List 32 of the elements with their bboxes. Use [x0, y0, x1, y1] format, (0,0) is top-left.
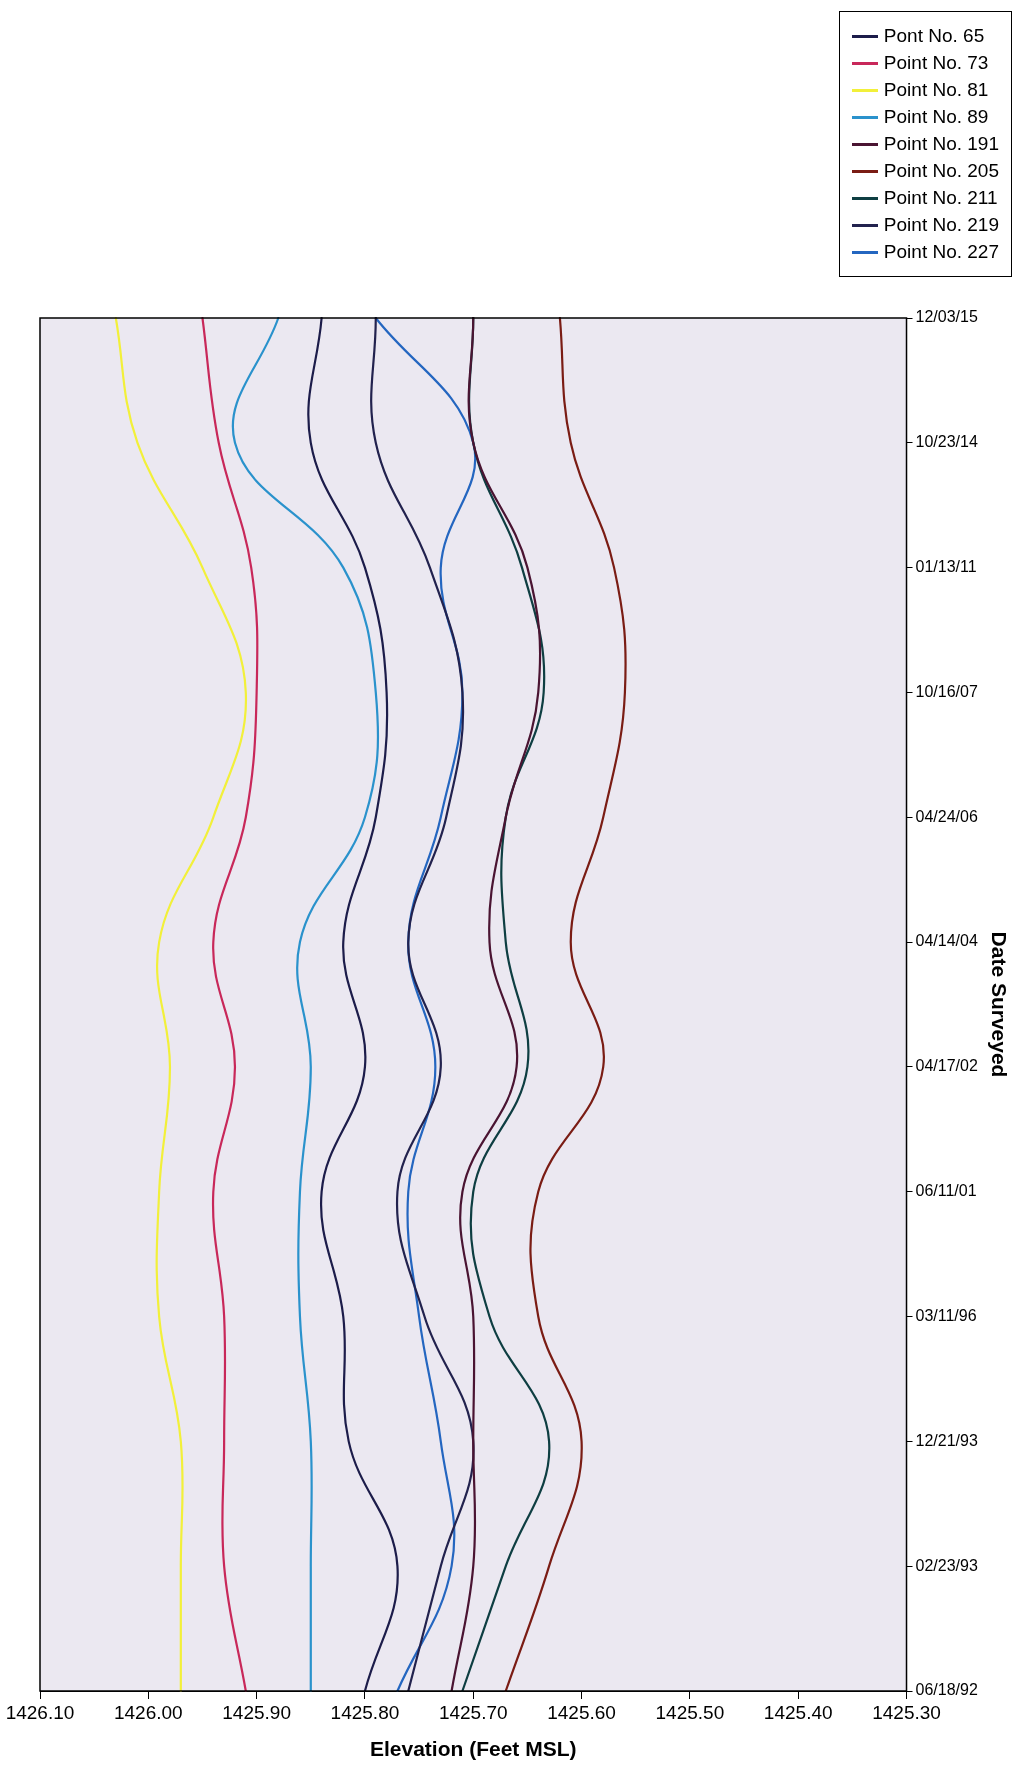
y-tick-label: 03/11/96 [915, 1306, 977, 1324]
y-tick-label: 04/14/04 [915, 932, 978, 950]
y-tick-label: 12/21/93 [915, 1431, 978, 1449]
legend-label: Point No. 205 [883, 160, 999, 182]
x-tick-label: 1426.00 [113, 1701, 183, 1723]
x-tick-label: 1425.30 [872, 1701, 941, 1723]
legend-label: Point No. 73 [883, 52, 989, 74]
y-tick-label: 04/24/06 [915, 807, 978, 825]
legend-label: Point No. 227 [883, 241, 999, 263]
y-tick-label: 06/18/92 [915, 1681, 978, 1699]
legend-label: Point No. 219 [883, 214, 999, 236]
y-axis-title: Date Surveyed [987, 931, 1011, 1078]
y-tick-label: 12/03/15 [915, 308, 978, 326]
legend-label: Pont No. 65 [883, 25, 985, 47]
y-tick-label: 02/23/93 [915, 1556, 978, 1574]
x-axis-title: Elevation (Feet MSL) [369, 1737, 577, 1761]
y-tick-label: 06/11/01 [915, 1182, 977, 1200]
y-tick-label: 04/17/02 [915, 1057, 978, 1075]
legend-label: Point No. 81 [883, 79, 989, 101]
y-tick-label: 10/16/07 [915, 682, 978, 700]
x-tick-label: 1425.70 [438, 1701, 508, 1723]
x-tick-label: 1425.90 [222, 1701, 291, 1723]
x-tick-label: 1425.80 [330, 1701, 400, 1723]
x-tick-label: 1425.50 [655, 1701, 725, 1723]
y-tick-label: 01/13/11 [915, 558, 977, 576]
x-tick-label: 1425.60 [547, 1701, 616, 1723]
legend-label: Point No. 89 [883, 106, 989, 128]
x-tick-label: 1426.10 [5, 1701, 75, 1723]
legend-label: Point No. 191 [883, 133, 999, 155]
x-tick-label: 1425.40 [763, 1701, 833, 1723]
legend-label: Point No. 211 [883, 187, 998, 209]
y-tick-label: 10/23/14 [915, 433, 978, 451]
